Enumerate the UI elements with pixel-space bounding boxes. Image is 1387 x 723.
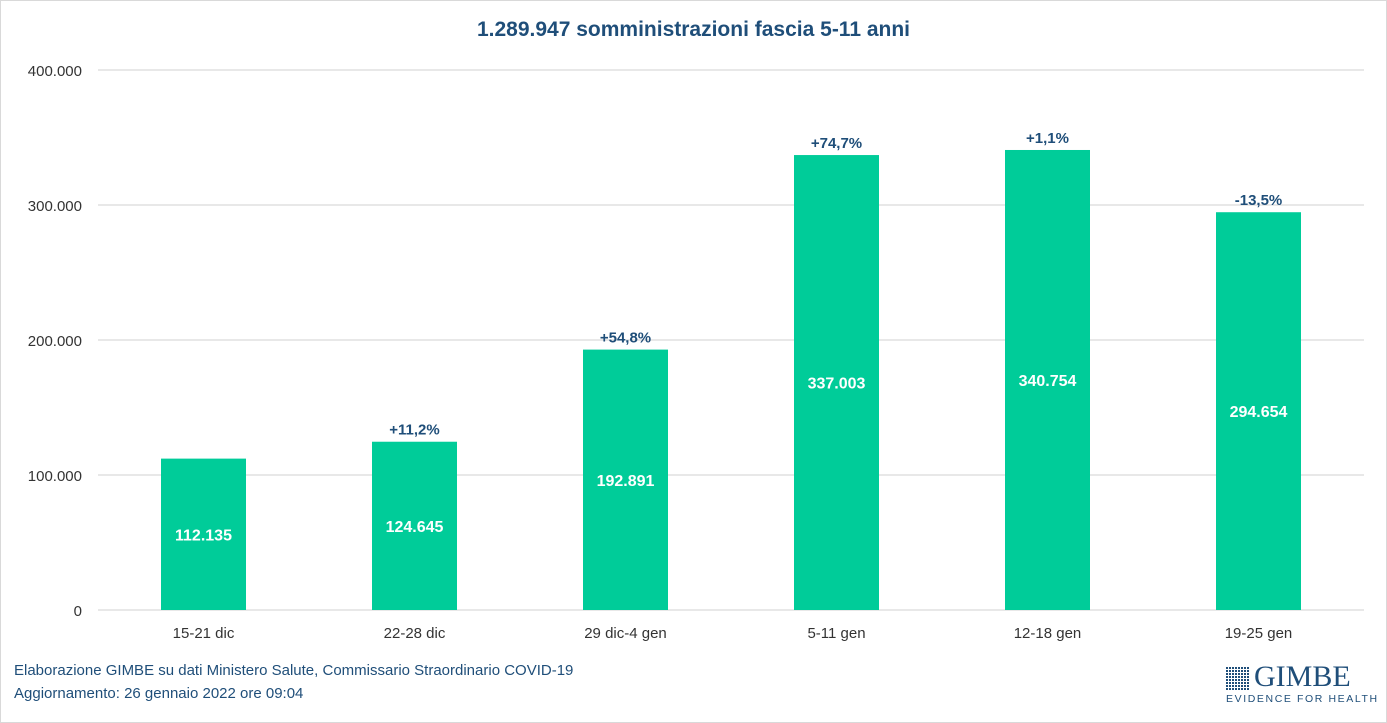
- x-tick-label: 22-28 dic: [384, 625, 446, 642]
- x-tick-label: 5-11 gen: [807, 625, 865, 642]
- bar-change-label: -13,5%: [1235, 192, 1283, 209]
- gimbe-logo: GIMBE EVIDENCE FOR HEALTH: [1226, 660, 1379, 705]
- bar: [583, 349, 668, 610]
- chart-title: 1.289.947 somministrazioni fascia 5-11 a…: [476, 18, 911, 41]
- y-tick-label: 0: [74, 603, 82, 620]
- bar: [1216, 212, 1301, 610]
- bar-value-label: 340.754: [1019, 373, 1077, 390]
- bar-change-label: +74,7%: [811, 135, 862, 152]
- x-tick-label: 15-21 dic: [173, 625, 235, 642]
- bar: [161, 458, 246, 610]
- y-tick-label: 200.000: [28, 333, 82, 350]
- bar-change-label: +54,8%: [600, 330, 651, 347]
- x-tick-label: 19-25 gen: [1225, 625, 1293, 642]
- bar-value-label: 124.645: [386, 519, 444, 536]
- logo-grid-icon: [1226, 666, 1250, 690]
- bar-change-label: +1,1%: [1026, 130, 1069, 147]
- bar: [794, 155, 879, 610]
- footer-update: Aggiornamento: 26 gennaio 2022 ore 09:04: [14, 685, 304, 702]
- y-tick-label: 100.000: [28, 468, 82, 485]
- bar-value-label: 192.891: [597, 473, 655, 490]
- bar-value-label: 337.003: [808, 376, 866, 393]
- bar-change-label: +11,2%: [389, 422, 439, 439]
- bar: [372, 441, 457, 610]
- bar-value-label: 294.654: [1230, 404, 1288, 421]
- y-tick-label: 300.000: [28, 198, 82, 215]
- bar: [1005, 149, 1090, 610]
- x-tick-label: 29 dic-4 gen: [584, 625, 667, 642]
- y-tick-label: 400.000: [28, 63, 82, 80]
- bar-value-label: 112.135: [175, 527, 232, 544]
- footer-source: Elaborazione GIMBE su dati Ministero Sal…: [14, 662, 574, 679]
- x-tick-label: 12-18 gen: [1014, 625, 1082, 642]
